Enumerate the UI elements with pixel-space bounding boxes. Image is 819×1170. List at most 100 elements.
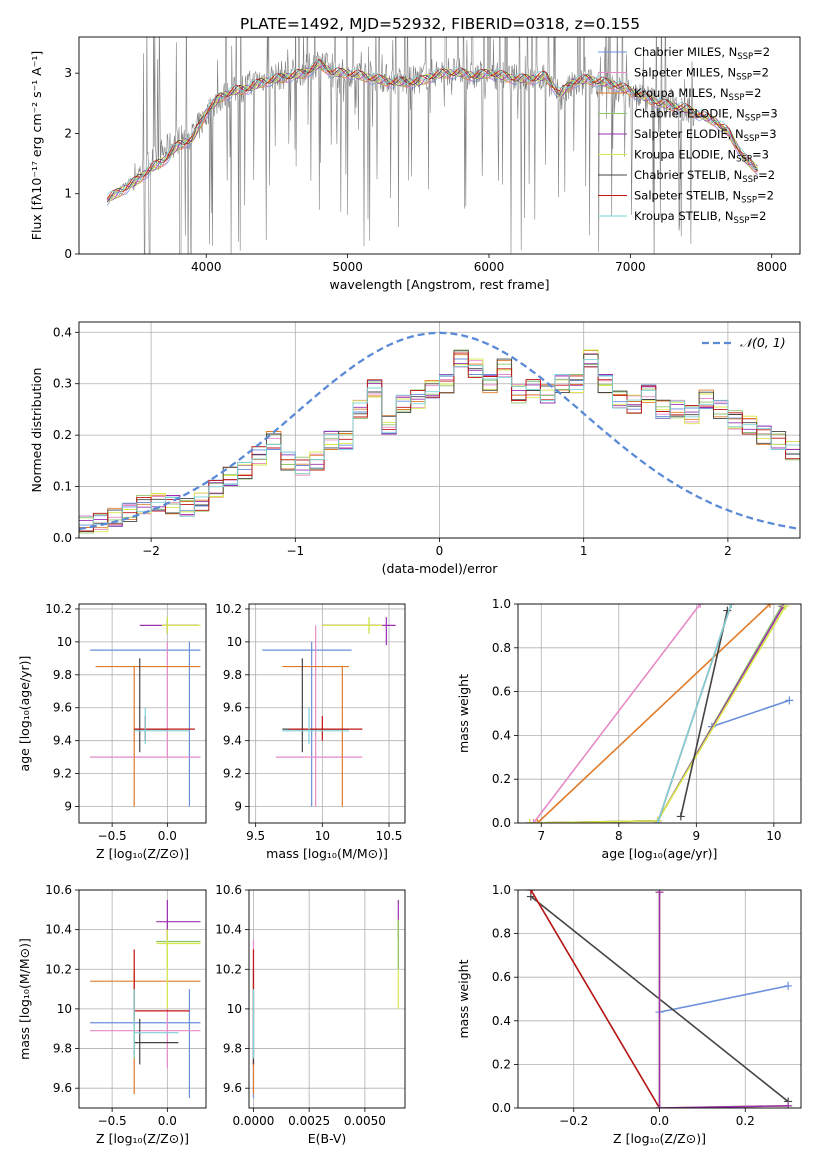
axes-frame	[78, 603, 207, 824]
plus-marker	[655, 890, 664, 897]
weight-line-kroupa-elodie	[658, 892, 789, 1108]
plus-marker	[765, 604, 774, 608]
y-tick-label: 9.6	[223, 1081, 242, 1095]
hist-step-salpeter-miles	[79, 352, 800, 531]
spectrum-panel: 4000 5000 6000 7000 8000 0 1 2 3 wavelength [Angs…	[29, 36, 801, 292]
y-tick-label: 10.4	[215, 923, 242, 937]
y-tick-label: 9.6	[53, 701, 72, 715]
errorbar-cross	[134, 715, 195, 741]
model-line-chabrier-miles	[107, 62, 758, 206]
errorbar-cross	[282, 665, 349, 807]
axes-frame	[517, 603, 802, 824]
x-tick-label: −0.5	[98, 1114, 127, 1128]
plus-marker	[727, 604, 736, 608]
x-tick-label: −2	[142, 544, 160, 558]
errorbar-cross	[275, 625, 363, 807]
x-tick-label: −0.2	[559, 1114, 588, 1128]
age-vs-mass-panel: 9.5 10 10.5 9 9.2 9.4 9.6 9.8 10 10.2 mass [log₁₀(…	[215, 602, 406, 861]
y-tick-label: 0.4	[492, 1014, 511, 1028]
legend-entry: Kroupa MILES, NSSP=2	[634, 86, 761, 103]
weight-line-chabrier-elodie	[529, 605, 783, 823]
x-tick-label: 8	[615, 829, 623, 843]
y-tick-label: 10.6	[215, 883, 242, 897]
errorbar-cross	[289, 715, 363, 741]
weight-line-kroupa-stelib	[656, 604, 732, 823]
errorbar-cross	[134, 1018, 179, 1065]
y-axis-label: age [log₁₀(age/yr)]	[17, 656, 32, 772]
weight-line-chabrier-miles	[711, 699, 790, 728]
plus-marker	[784, 981, 793, 990]
y-tick-label: 1	[64, 187, 72, 201]
x-tick-label: 1	[580, 544, 588, 558]
age-vs-mass-plot-area	[262, 617, 396, 807]
errorbar-cross	[156, 899, 201, 940]
y-tick-label: 9.8	[223, 1042, 242, 1056]
errorbar-cross	[90, 641, 201, 758]
massweight-vs-age-plot-area	[525, 604, 794, 823]
y-tick-label: 0.8	[492, 641, 511, 655]
x-tick-label: −1	[286, 544, 304, 558]
x-tick-label: −0.5	[98, 829, 127, 843]
errorbar-cross	[161, 617, 201, 634]
y-tick-label: 10.2	[45, 602, 72, 616]
x-tick-label: 0.0	[158, 829, 177, 843]
errorbar-cross	[134, 658, 168, 753]
spectrum-legend: Chabrier MILES, NSSP=2 Salpeter MILES, NS…	[598, 45, 778, 226]
y-axis-label: Flux [fλ10⁻¹⁷ erg cm⁻² s⁻¹ A⁻¹]	[29, 51, 44, 240]
legend-entry: Kroupa STELIB, NSSP=2	[634, 209, 766, 226]
spectrum-plot-area	[106, 37, 758, 254]
errorbar-cross	[282, 707, 349, 744]
x-tick-label: 7000	[615, 260, 646, 274]
plus-marker	[676, 812, 685, 821]
plus-marker	[784, 1101, 793, 1108]
y-tick-label: 0.6	[492, 685, 511, 699]
y-tick-label: 10	[57, 635, 72, 649]
x-axis-label: (data-model)/error	[382, 561, 499, 576]
errorbar-cross	[134, 707, 190, 744]
x-axis-label: Z [log₁₀(Z/Z⊙)]	[613, 1131, 706, 1146]
y-tick-label: 10.2	[45, 962, 72, 976]
y-tick-label: 0.2	[53, 428, 72, 442]
mass-vs-ebv-plot-area	[252, 899, 399, 1099]
x-tick-label: 0	[436, 544, 444, 558]
weight-line-salpeter-elodie	[658, 892, 789, 1108]
x-tick-label: 0.0050	[344, 1114, 386, 1128]
errorbar-cross	[133, 949, 190, 1019]
y-tick-label: 0.3	[53, 377, 72, 391]
legend-entry: Chabrier STELIB, NSSP=2	[634, 168, 775, 185]
weight-line-chabrier-elodie	[658, 892, 789, 1108]
y-tick-label: 9	[64, 800, 72, 814]
y-tick-label: 3	[64, 66, 72, 80]
errorbar-cross	[322, 617, 383, 634]
x-tick-label: 8000	[756, 260, 787, 274]
axes-frame	[248, 603, 406, 824]
mass-vs-ebv-panel: 0.0000 0.0025 0.0050 9.6 9.8 10 10.2 10.4 10.6 E(…	[215, 883, 406, 1146]
weight-line-chabrier-stelib	[680, 610, 729, 817]
legend-entry: Kroupa ELODIE, NSSP=3	[634, 148, 769, 165]
massweight-vs-Z-plot-area	[526, 890, 793, 1108]
x-axis-label: Z [log₁₀(Z/Z⊙)]	[96, 1131, 189, 1146]
x-tick-label: 7	[537, 829, 545, 843]
y-tick-label: 0.6	[492, 970, 511, 984]
errorbar-cross	[90, 641, 201, 807]
y-tick-label: 10.2	[215, 602, 242, 616]
y-axis-label: mass weight	[456, 959, 471, 1038]
x-tick-label: 10.5	[376, 829, 403, 843]
y-tick-label: 10.6	[45, 883, 72, 897]
y-tick-label: 0.4	[492, 728, 511, 742]
y-tick-label: 0.0	[492, 816, 511, 830]
weight-line-salpeter-stelib	[530, 890, 661, 1108]
y-axis-label: mass [log₁₀(M/M⊙)]	[17, 938, 32, 1060]
massweight-vs-Z-panel: −0.2 0.0 0.2 0.0 0.2 0.4 0.6 0.8 1.0 Z [log₁₀(Z/Z…	[456, 883, 802, 1146]
y-tick-label: 9.6	[223, 701, 242, 715]
y-tick-label: 0.0	[492, 1101, 511, 1115]
y-tick-label: 10.4	[45, 923, 72, 937]
x-axis-label: age [log₁₀(age/yr)]	[602, 846, 718, 861]
y-axis-label: mass weight	[456, 674, 471, 753]
y-tick-label: 9.4	[223, 734, 242, 748]
y-tick-label: 9.8	[53, 1042, 72, 1056]
mass-vs-Z-panel: −0.5 0.0 9.6 9.8 10 10.2 10.4 10.6 Z [log₁₀(Z/Z⊙…	[17, 883, 207, 1146]
y-tick-label: 10	[57, 1002, 72, 1016]
y-tick-label: 0.2	[492, 772, 511, 786]
weight-line-salpeter-miles	[532, 604, 701, 823]
